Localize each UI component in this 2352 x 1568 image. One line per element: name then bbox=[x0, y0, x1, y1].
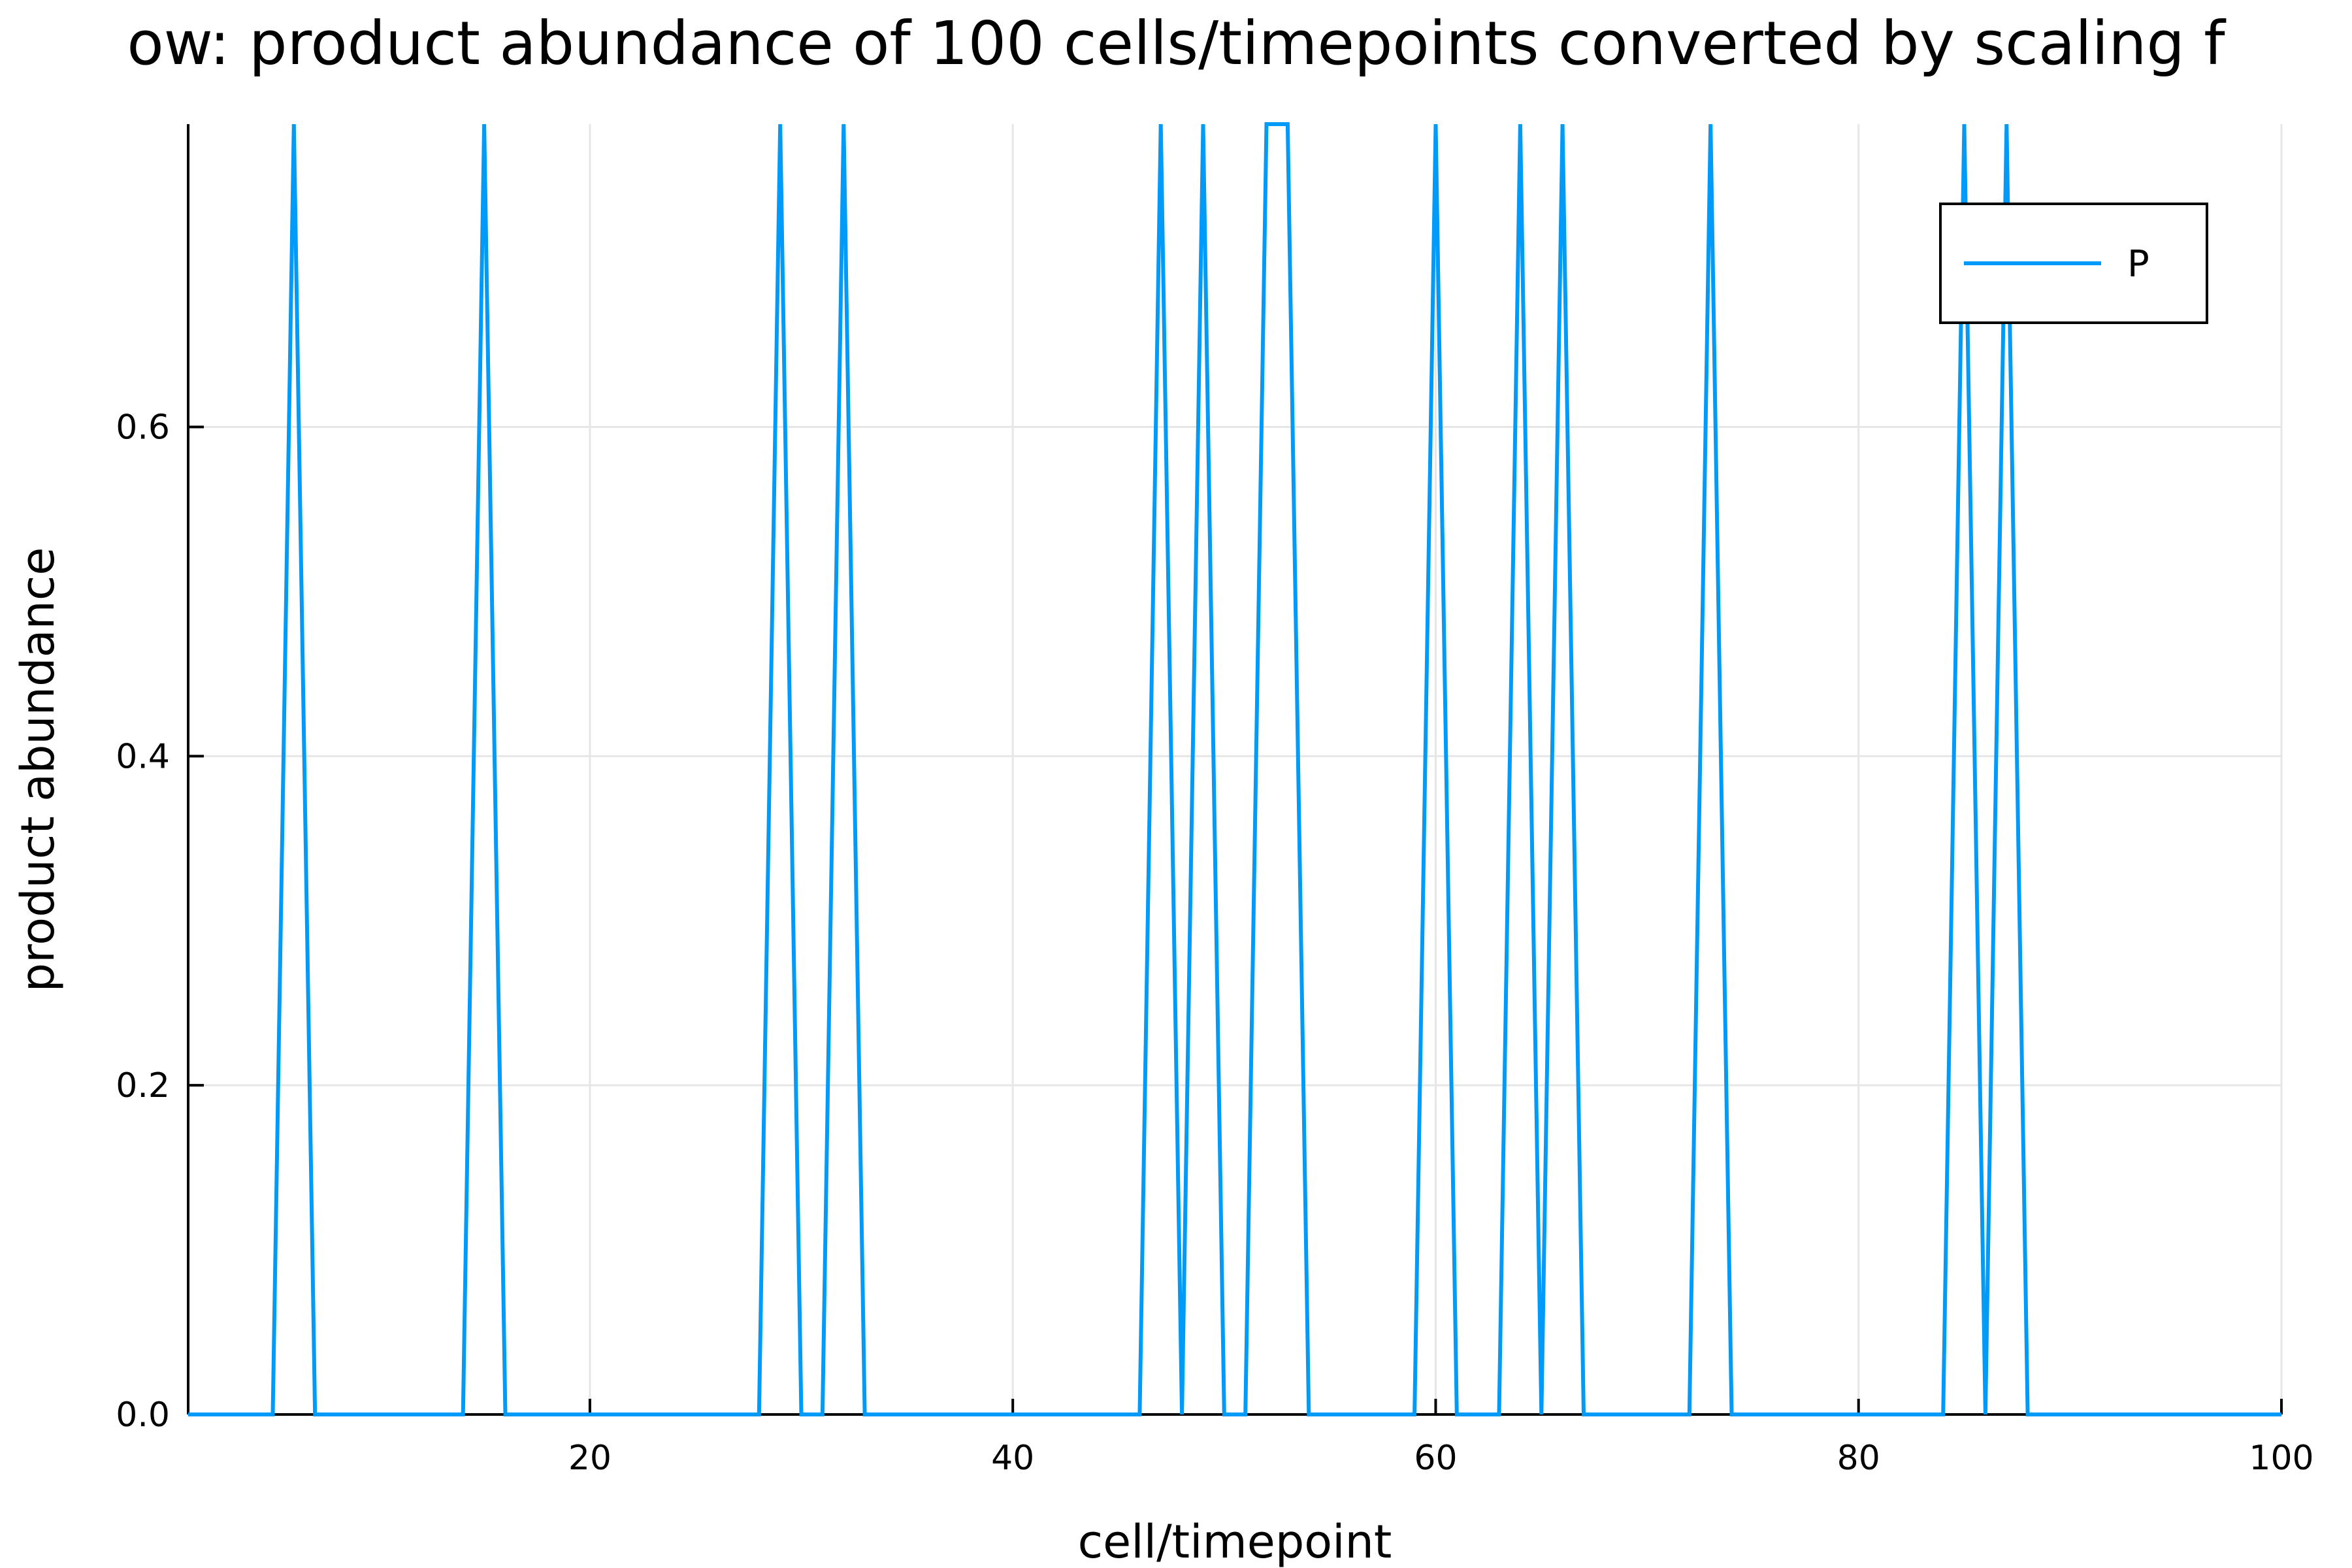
x-tick-label: 20 bbox=[568, 1439, 612, 1478]
series-layer bbox=[188, 122, 2281, 1416]
series-line-p bbox=[188, 122, 2281, 1416]
x-tick-label: 40 bbox=[991, 1439, 1034, 1478]
chart-title: ow: product abundance of 100 cells/timep… bbox=[127, 8, 2227, 78]
x-tick-label: 80 bbox=[1837, 1439, 1880, 1478]
x-tick-label: 60 bbox=[1414, 1439, 1457, 1478]
legend: P bbox=[1939, 203, 2208, 324]
x-axis-label: cell/timepoint bbox=[1078, 1515, 1392, 1568]
y-tick-label: 0.6 bbox=[116, 408, 170, 448]
legend-series-label: P bbox=[2127, 243, 2149, 286]
y-axis-label: product abundance bbox=[11, 547, 65, 992]
y-tick-label: 0.0 bbox=[116, 1396, 170, 1435]
y-tick-label: 0.2 bbox=[116, 1066, 170, 1105]
axis-ticks: 20 40 60 80 100 0.0 0.2 0.4 0.6 bbox=[116, 408, 2313, 1478]
x-tick-label: 100 bbox=[2249, 1439, 2313, 1478]
y-tick-label: 0.4 bbox=[116, 737, 170, 776]
